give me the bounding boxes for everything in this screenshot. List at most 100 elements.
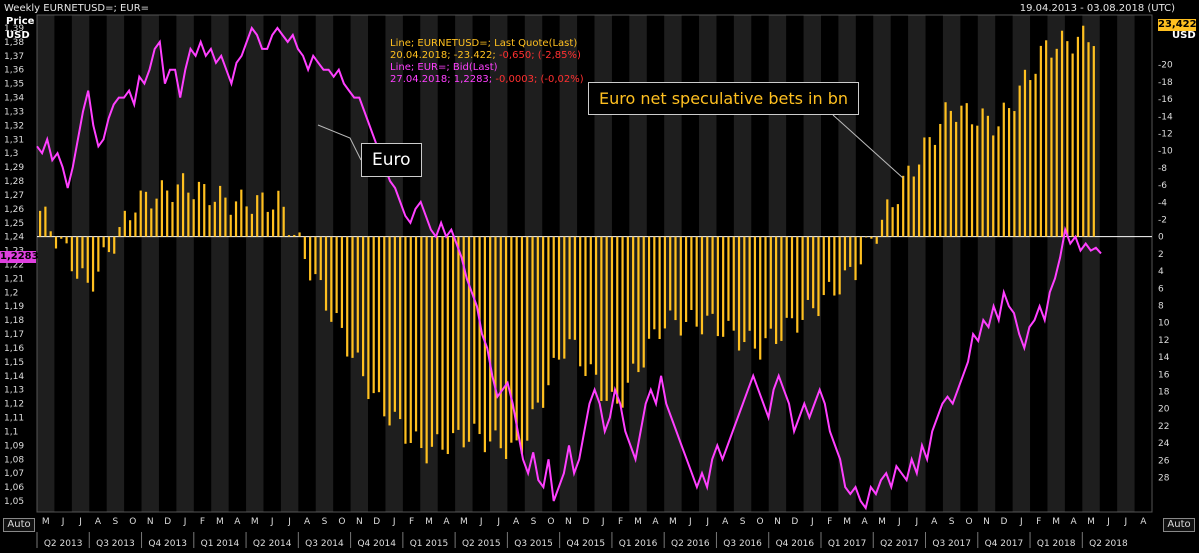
net-bar [494, 236, 497, 431]
right-tick-label: 24 [1158, 439, 1170, 449]
net-bar [81, 236, 84, 269]
net-bar [722, 236, 725, 337]
right-tick-label: 20 [1158, 405, 1170, 415]
quarter-tick-label: Q3 2014 [305, 539, 344, 549]
net-bar [970, 124, 974, 237]
left-tick-label: 1,34 [4, 94, 24, 104]
quarter-tick-label: Q3 2016 [723, 539, 762, 549]
month-band [350, 15, 369, 512]
month-tick-label: S [740, 517, 746, 527]
net-bar [790, 236, 794, 319]
net-bar [144, 191, 148, 237]
net-bar [986, 115, 990, 237]
left-tick-label: 1,32 [4, 121, 24, 131]
month-tick-label: F [200, 517, 205, 527]
net-bar [976, 125, 979, 237]
month-tick-label: N [356, 517, 363, 527]
net-bar [65, 236, 68, 244]
left-tick-label: 1,08 [4, 455, 24, 465]
net-bar [293, 234, 296, 237]
net-bar [91, 236, 95, 292]
auto-scale-right-button[interactable]: Auto [1163, 518, 1195, 532]
net-bar [616, 236, 619, 404]
legend-line1-change: -0,650; (-2,85%) [498, 50, 581, 61]
net-bar [330, 236, 333, 322]
net-bar [54, 236, 58, 249]
auto-scale-left-button[interactable]: Auto [3, 518, 35, 532]
net-bar [319, 236, 322, 281]
month-band [420, 15, 438, 512]
month-tick-label: M [843, 517, 851, 527]
eur-line [36, 25, 1102, 511]
month-tick-label: M [460, 517, 468, 527]
net-bar [425, 236, 428, 464]
month-tick-label: A [1140, 517, 1147, 527]
left-tick-label: 1,09 [4, 441, 24, 451]
month-tick-label: O [547, 517, 554, 527]
net-bar [171, 201, 174, 237]
net-bar [515, 236, 518, 441]
month-tick-label: A [234, 517, 241, 527]
right-tick-label: 8 [1158, 301, 1164, 311]
net-bar [219, 185, 222, 237]
quarter-tick-label: Q2 2018 [1089, 539, 1128, 549]
net-bar [129, 220, 132, 237]
net-bar [965, 103, 968, 237]
net-bar [531, 236, 534, 410]
net-bar [118, 227, 121, 237]
price-axis-label: Price [6, 16, 35, 27]
net-bar [1013, 111, 1016, 237]
net-bar [801, 236, 804, 320]
date-range: 19.04.2013 - 03.08.2018 (UTC) [1019, 3, 1175, 14]
month-tick-label: M [1052, 517, 1060, 527]
month-band [559, 15, 578, 512]
month-tick-label: A [95, 517, 102, 527]
left-axis-unit: USD [6, 30, 30, 41]
net-bar [1071, 53, 1074, 237]
month-tick-label: F [1036, 517, 1041, 527]
month-tick-label: J [705, 517, 709, 527]
net-bar [695, 236, 698, 327]
month-tick-label: M [216, 517, 224, 527]
left-tick-label: 1,25 [4, 219, 24, 229]
month-tick-label: O [756, 517, 763, 527]
month-tick-label: J [810, 517, 814, 527]
net-bar [679, 236, 682, 336]
left-tick-label: 1,15 [4, 358, 24, 368]
net-bar [1007, 108, 1011, 237]
net-bar [568, 236, 571, 340]
left-tick-label: 1,21 [4, 274, 24, 284]
month-tick-label: O [966, 517, 973, 527]
month-tick-label: J [914, 517, 918, 527]
net-bar [399, 236, 402, 420]
net-bar [462, 236, 465, 448]
net-bar [833, 236, 836, 296]
net-bar [420, 236, 423, 449]
net-bar [181, 173, 185, 237]
net-bar [902, 175, 905, 237]
euro-leader-line [317, 124, 362, 161]
net-bar [1045, 40, 1048, 237]
quarter-tick-label: Q4 2014 [357, 539, 396, 549]
left-tick-label: 1,39 [4, 24, 24, 34]
net-bar [489, 236, 492, 442]
net-bar [261, 192, 264, 237]
net-bar [764, 236, 767, 339]
net-bar [139, 190, 142, 237]
net-bar [309, 236, 312, 281]
legend-line2: 27.04.2018; 1,2283; -0,0003; (-0,02%) [390, 74, 584, 86]
left-tick-label: 1,19 [4, 302, 24, 312]
net-bar [690, 236, 693, 310]
month-tick-label: S [949, 517, 955, 527]
left-tick-label: 1,05 [4, 497, 24, 507]
month-band [733, 15, 752, 512]
plot-frame [36, 14, 1153, 513]
month-tick-label: D [373, 517, 380, 527]
quarter-tick-label: Q4 2016 [776, 539, 815, 549]
net-bar [441, 236, 444, 450]
net-bar [865, 236, 868, 238]
net-bar [552, 236, 555, 358]
net-bar [197, 181, 201, 237]
